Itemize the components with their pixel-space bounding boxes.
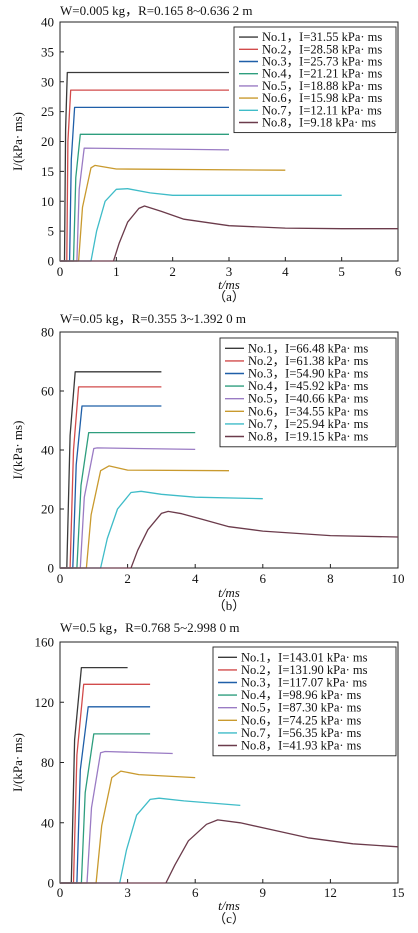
chart-c-legend-entry-2: No.2，I=131.90 kPa· ms [241, 663, 368, 677]
chart-b-series-line-6 [60, 465, 230, 569]
chart-panel-c: W=0.5 kg，R=0.768 5~2.998 0 m 0 3 6 9 12 15 0 40 8… [10, 620, 405, 926]
chart-a-series-line-3 [60, 106, 229, 262]
chart-a-y-tick-label: 5 [48, 224, 55, 239]
chart-c-legend-box [212, 646, 397, 757]
chart-b-x-axis-label: t/ms [218, 585, 240, 600]
chart-c-x-axis-label: t/ms [218, 898, 240, 913]
chart-panel-b: W=0.05 kg，R=0.355 3~1.392 0 m 0 2 4 6 8 10 0 20 4… [10, 311, 405, 613]
chart-a-x-tick-label: 2 [169, 264, 176, 279]
chart-b-title: W=0.05 kg，R=0.355 3~1.392 0 m [60, 311, 246, 326]
chart-c-x-tick-label: 12 [324, 885, 337, 900]
chart-c-y-axis-label: I/(kPa· ms) [10, 733, 25, 792]
chart-c-legend-entry-8: No.8，I=41.93 kPa· ms [241, 739, 361, 753]
chart-a-y-tick-label: 20 [41, 134, 54, 149]
chart-a-legend-entry-8: No.8，I=9.18 kPa· ms [262, 116, 376, 130]
chart-a-legend-entry-3: No.3，I=25.73 kPa· ms [262, 55, 382, 69]
chart-b-x-tick-label: 8 [327, 571, 334, 586]
chart-b-x-tick-label: 0 [57, 571, 64, 586]
chart-c-y-tick-label: 40 [41, 815, 54, 830]
chart-b-legend-entry-3: No.3，I=54.90 kPa· ms [248, 367, 368, 381]
chart-b-legend-box [219, 337, 397, 448]
chart-c-series-line-7 [60, 797, 241, 884]
chart-a-x-axis-label: t/ms [218, 277, 240, 292]
chart-b-x-tick-label: 10 [392, 571, 405, 586]
chart-c-y-tick-label: 0 [48, 876, 55, 891]
chart-b-y-tick-label: 40 [41, 443, 54, 458]
chart-a-x-tick-label: 3 [226, 264, 233, 279]
chart-b-legend-entry-1: No.1，I=66.48 kPa· ms [248, 341, 368, 355]
chart-a-y-tick-label: 40 [41, 15, 54, 30]
chart-a-legend-entry-2: No.2，I=28.58 kPa· ms [262, 42, 382, 56]
chart-a-series-line-1 [60, 71, 229, 262]
chart-a-caption: （a） [213, 289, 245, 304]
chart-c-series-line-8 [60, 819, 399, 884]
chart-a-x-tick-label: 1 [113, 264, 120, 279]
chart-a-series-line-8 [60, 205, 398, 262]
chart-b-y-axis-label: I/(kPa· ms) [10, 421, 25, 480]
chart-a-x-tick-label: 0 [57, 264, 64, 279]
chart-c-caption: （c） [213, 911, 245, 926]
chart-c-legend-entry-7: No.7，I=56.35 kPa· ms [241, 726, 361, 740]
chart-a-y-tick-label: 25 [41, 104, 54, 119]
chart-a-x-tick-label: 5 [338, 264, 345, 279]
chart-b-y-tick-label: 20 [41, 502, 54, 517]
chart-c-x-tick-label: 3 [124, 885, 131, 900]
chart-a-y-tick-label: 15 [41, 164, 54, 179]
chart-b-series-line-4 [60, 431, 196, 569]
chart-c-legend-entry-5: No.5，I=87.30 kPa· ms [241, 701, 361, 715]
chart-a-legend-entry-4: No.4，I=21.21 kPa· ms [262, 67, 382, 81]
chart-c-y-tick-label: 120 [35, 695, 55, 710]
chart-b-x-tick-label: 2 [124, 571, 131, 586]
chart-b-legend-entry-8: No.8，I=19.15 kPa· ms [248, 430, 368, 444]
chart-b-y-tick-label: 80 [41, 325, 54, 340]
chart-b-x-tick-label: 4 [192, 571, 199, 586]
chart-a-y-tick-label: 0 [48, 254, 55, 269]
chart-a-title: W=0.005 kg，R=0.165 8~0.636 2 m [60, 3, 253, 18]
chart-panel-a: W=0.005 kg，R=0.165 8~0.636 2 m 0 1 2 3 4 5 6 0 5 1… [10, 3, 402, 304]
chart-c-legend-entry-3: No.3，I=117.07 kPa· ms [241, 676, 367, 690]
chart-c-x-tick-label: 15 [392, 885, 405, 900]
chart-c-y-tick-label: 80 [41, 755, 54, 770]
chart-a-series-line-5 [60, 147, 230, 262]
chart-a-y-tick-label: 30 [41, 74, 54, 89]
chart-c-y-tick-label: 160 [35, 635, 55, 650]
chart-b-legend-entry-2: No.2，I=61.38 kPa· ms [248, 354, 368, 368]
chart-a-series-line-7 [60, 188, 342, 262]
chart-a-legend-entry-6: No.6，I=15.98 kPa· ms [262, 91, 382, 105]
chart-c-legend-entry-1: No.1，I=143.01 kPa· ms [241, 650, 368, 664]
chart-a-legend-box [233, 26, 397, 134]
chart-b-legend-entry-4: No.4，I=45.92 kPa· ms [248, 379, 368, 393]
chart-c-legend-entry-4: No.4，I=98.96 kPa· ms [241, 688, 361, 702]
chart-b-caption: （b） [213, 598, 246, 613]
chart-a-y-axis-label: I/(kPa· ms) [10, 112, 25, 171]
chart-c-series-line-1 [60, 666, 128, 884]
chart-b-y-tick-label: 0 [48, 561, 55, 576]
chart-c-legend-entry-6: No.6，I=74.25 kPa· ms [241, 713, 361, 727]
chart-a-legend-entry-1: No.1，I=31.55 kPa· ms [262, 30, 382, 44]
chart-a-y-tick-label: 35 [41, 44, 54, 59]
chart-a-y-tick-label: 10 [41, 194, 54, 209]
chart-c-x-tick-label: 0 [57, 885, 64, 900]
chart-b-series-line-7 [60, 490, 263, 569]
chart-c-title: W=0.5 kg，R=0.768 5~2.998 0 m [60, 620, 240, 635]
chart-b-legend-entry-7: No.7，I=25.94 kPa· ms [248, 417, 368, 431]
chart-c-x-tick-label: 6 [192, 885, 199, 900]
chart-b-y-tick-label: 60 [41, 384, 54, 399]
chart-b-series-line-8 [60, 510, 399, 569]
chart-a-x-tick-label: 4 [282, 264, 289, 279]
chart-b-x-tick-label: 6 [260, 571, 267, 586]
chart-b-legend-entry-6: No.6，I=34.55 kPa· ms [248, 404, 368, 418]
chart-a-series-line-4 [60, 133, 229, 262]
chart-a-legend-entry-5: No.5，I=18.88 kPa· ms [262, 79, 382, 93]
chart-b-legend-entry-5: No.5，I=40.66 kPa· ms [248, 392, 368, 406]
chart-c-x-tick-label: 9 [260, 885, 267, 900]
chart-a-legend-entry-7: No.7，I=12.11 kPa· ms [262, 103, 382, 117]
chart-a-series-line-2 [60, 89, 229, 262]
chart-a-x-tick-label: 6 [395, 264, 402, 279]
